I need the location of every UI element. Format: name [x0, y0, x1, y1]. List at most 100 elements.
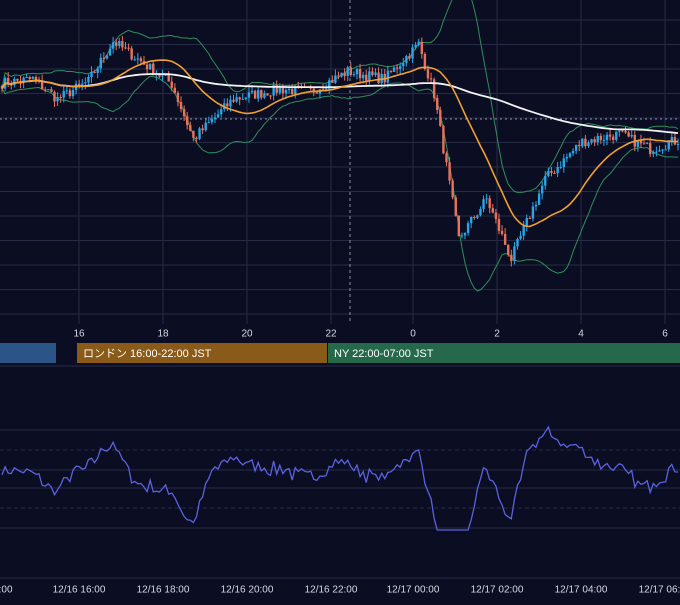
candle-body — [266, 93, 269, 96]
candle-body — [331, 80, 334, 83]
candle — [195, 136, 198, 143]
candle — [439, 106, 442, 127]
candle — [525, 214, 528, 232]
candle-body — [115, 42, 118, 46]
candle — [565, 153, 569, 163]
candle-body — [349, 67, 353, 76]
candle — [145, 62, 149, 75]
candle-body — [68, 90, 72, 97]
candle — [630, 130, 633, 139]
candle — [485, 193, 488, 204]
candle-body — [207, 122, 211, 124]
candle — [553, 170, 556, 174]
candle-body — [111, 42, 115, 49]
candle-body — [108, 48, 112, 56]
candle — [627, 130, 630, 138]
candle-body — [324, 88, 328, 90]
candle — [99, 53, 102, 73]
candle — [587, 140, 590, 148]
candle — [445, 151, 448, 167]
candle — [201, 124, 204, 135]
candle-body — [624, 130, 627, 133]
candle-body — [460, 235, 464, 237]
candle-body — [664, 149, 667, 151]
candle-body — [269, 95, 272, 97]
candle — [559, 161, 562, 169]
candle-body — [550, 170, 553, 173]
lower-x-tick-label: 12/17 00:00 — [387, 585, 440, 596]
candle-body — [158, 74, 161, 77]
candle-body — [402, 63, 405, 67]
candle — [547, 167, 550, 178]
candle — [189, 121, 192, 132]
candle-body — [297, 85, 300, 87]
candle-body — [176, 92, 180, 103]
candle — [473, 215, 476, 220]
candle — [392, 66, 396, 73]
candle-body — [244, 97, 248, 99]
candle — [253, 89, 257, 99]
candle — [578, 140, 581, 152]
upper-x-tick-label: 16 — [73, 329, 85, 340]
candle-body — [516, 239, 519, 247]
candle-body — [272, 84, 275, 96]
candle-body — [340, 72, 343, 77]
candle-body — [182, 109, 186, 117]
candle-body — [167, 74, 170, 82]
candle-body — [192, 130, 195, 138]
candle-body — [574, 144, 578, 151]
candle-body — [77, 83, 81, 85]
candle-body — [337, 75, 340, 77]
candle-body — [102, 57, 106, 59]
candle — [241, 93, 244, 100]
candle-body — [164, 74, 167, 76]
candle — [108, 43, 112, 56]
candle-body — [238, 97, 241, 100]
candle-body — [148, 63, 152, 70]
candle — [111, 36, 115, 54]
candle — [491, 204, 494, 214]
candle — [402, 57, 405, 72]
candle-body — [630, 134, 633, 137]
candle — [611, 134, 615, 144]
candle — [257, 87, 260, 102]
session-bar: ロンドン 16:00-22:00 JST NY 22:00-07:00 JST — [0, 343, 680, 363]
candle — [365, 69, 368, 86]
candle — [343, 68, 346, 81]
candle-body — [534, 204, 538, 207]
candle — [96, 66, 99, 79]
session-block-london — [77, 343, 327, 363]
candle-body — [405, 56, 408, 64]
candle-body — [445, 153, 448, 163]
candle-body — [22, 77, 25, 83]
candle — [136, 52, 140, 65]
candle-body — [395, 67, 399, 69]
upper-x-tick-label: 2 — [494, 329, 500, 340]
candle-body — [257, 90, 260, 99]
candle-body — [602, 140, 606, 142]
candle-body — [241, 98, 244, 100]
candle-body — [275, 84, 278, 93]
candle — [494, 208, 498, 224]
candle-body — [469, 217, 473, 224]
upper-x-tick-label: 4 — [578, 329, 584, 340]
candle-body — [260, 90, 263, 98]
candle-body — [621, 130, 624, 132]
candle — [432, 77, 436, 102]
candle-body — [287, 88, 291, 90]
candle — [124, 42, 127, 50]
candle-body — [559, 167, 562, 169]
price-pane-background — [0, 0, 680, 324]
candle — [571, 148, 575, 156]
candle — [235, 93, 238, 103]
candle-body — [544, 176, 547, 186]
candle-body — [219, 109, 223, 115]
candle-body — [596, 135, 599, 143]
oscillator-pane — [0, 365, 680, 579]
candle-body — [232, 99, 235, 102]
candle-body — [96, 68, 99, 73]
candle — [62, 85, 65, 103]
candle — [414, 41, 417, 50]
candle — [278, 83, 282, 96]
